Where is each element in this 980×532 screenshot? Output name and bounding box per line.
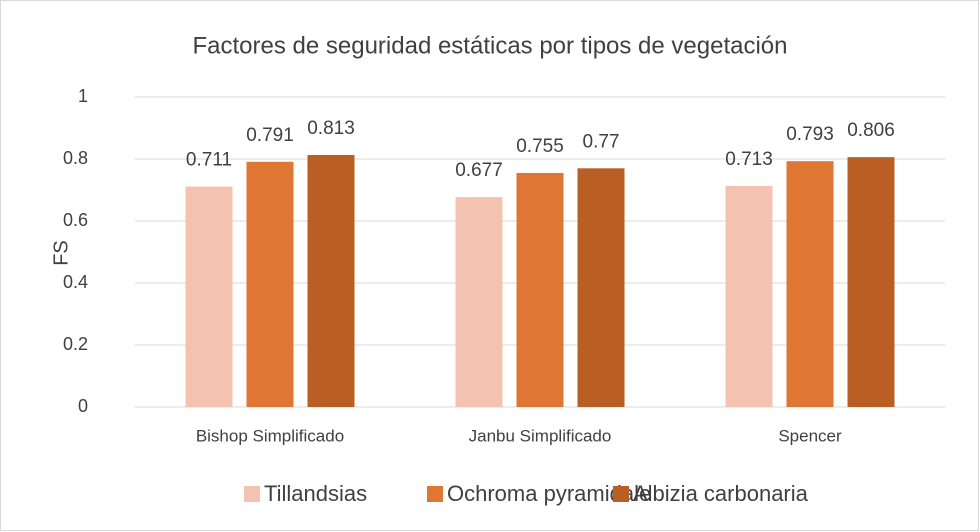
value-label: 0.755 bbox=[516, 136, 564, 157]
bar bbox=[577, 168, 625, 407]
legend-label: Albizia carbonaria bbox=[633, 481, 809, 506]
bar bbox=[455, 197, 503, 407]
bar bbox=[725, 185, 773, 407]
y-tick-label: 0.8 bbox=[63, 148, 88, 168]
legend-label: Tillandsias bbox=[264, 481, 367, 506]
bar bbox=[786, 161, 834, 407]
y-axis-title: FS bbox=[50, 240, 72, 266]
bar bbox=[185, 186, 233, 407]
value-label: 0.806 bbox=[847, 120, 895, 141]
x-tick-label: Bishop Simplificado bbox=[196, 426, 344, 445]
value-label: 0.677 bbox=[455, 160, 503, 181]
value-label: 0.713 bbox=[725, 149, 773, 170]
bar bbox=[246, 161, 294, 407]
bar bbox=[307, 154, 355, 407]
value-label: 0.813 bbox=[307, 118, 355, 139]
y-tick-label: 0.4 bbox=[63, 272, 88, 292]
value-label: 0.793 bbox=[786, 124, 834, 145]
value-label: 0.791 bbox=[246, 125, 294, 146]
legend-swatch bbox=[244, 486, 260, 502]
x-tick-label: Spencer bbox=[778, 426, 842, 445]
legend-swatch bbox=[613, 486, 629, 502]
y-tick-label: 1 bbox=[78, 86, 88, 106]
y-tick-label: 0.2 bbox=[63, 334, 88, 354]
bar bbox=[516, 172, 564, 407]
chart-title: Factores de seguridad estáticas por tipo… bbox=[192, 32, 787, 59]
value-label: 0.711 bbox=[186, 150, 232, 171]
bar bbox=[847, 157, 895, 407]
value-label: 0.77 bbox=[583, 131, 620, 152]
legend-swatch bbox=[427, 486, 443, 502]
x-tick-label: Janbu Simplificado bbox=[469, 426, 612, 445]
y-tick-label: 0 bbox=[78, 396, 88, 416]
y-tick-label: 0.6 bbox=[63, 210, 88, 230]
